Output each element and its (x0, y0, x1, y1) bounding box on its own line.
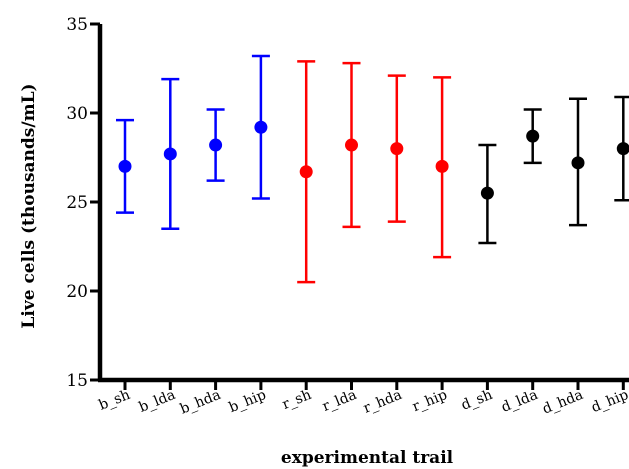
y-tick-label: 20 (66, 282, 88, 302)
error-bar-point (342, 61, 361, 229)
x-axis-label: experimental trail (281, 448, 454, 468)
x-tick-label: r_hda (361, 387, 404, 417)
error-bar-point (116, 118, 134, 214)
mean-point (435, 159, 449, 173)
x-tick-label: b_sh (97, 387, 133, 414)
y-axis-label: Live cells (thousands/mL) (19, 83, 39, 328)
x-tick-label: r_sh (280, 387, 314, 413)
error-bar-point (523, 108, 542, 165)
error-bar-point (387, 74, 406, 223)
x-tick-label: b_lda (137, 387, 178, 416)
x-tick-label: d_lda (499, 387, 540, 416)
x-tick-label: d_hda (540, 387, 585, 418)
x-tick-label: r_hip (410, 387, 450, 415)
x-tick-label: d_hip (589, 387, 629, 416)
mean-point (526, 129, 540, 143)
mean-point (480, 186, 494, 200)
error-bar-point (569, 97, 587, 227)
mean-point (345, 138, 358, 152)
error-bar-point (297, 60, 316, 284)
mean-point (571, 156, 585, 170)
mean-point (163, 147, 177, 161)
x-tick-label: r_lda (320, 387, 359, 415)
mean-point (254, 120, 268, 134)
error-bar-point (206, 108, 225, 182)
mean-point (616, 142, 629, 156)
y-tick-label: 15 (66, 371, 88, 391)
y-tick-label: 30 (66, 104, 88, 124)
mean-point (118, 159, 132, 173)
error-bar-point (478, 143, 497, 245)
y-tick-label: 35 (66, 15, 88, 35)
x-tick-label: b_hip (227, 387, 269, 416)
error-bar-point (614, 95, 629, 202)
error-bar-point (251, 54, 270, 200)
mean-point (209, 138, 223, 152)
mean-point (390, 142, 404, 156)
error-bar-point (433, 76, 452, 259)
x-ticks: b_sh b_lda b_hda b_hip r_sh r_lda r_hda r_hip d_… (97, 380, 629, 418)
y-tick-label: 25 (66, 193, 88, 213)
error-bar-point (161, 77, 180, 230)
x-tick-label: b_hda (178, 387, 223, 418)
x-tick-label: d_sh (459, 387, 495, 414)
y-ticks: 15 20 25 30 35 (66, 15, 100, 391)
axes (97, 24, 629, 383)
data-marks (116, 54, 629, 284)
mean-point (299, 165, 313, 179)
